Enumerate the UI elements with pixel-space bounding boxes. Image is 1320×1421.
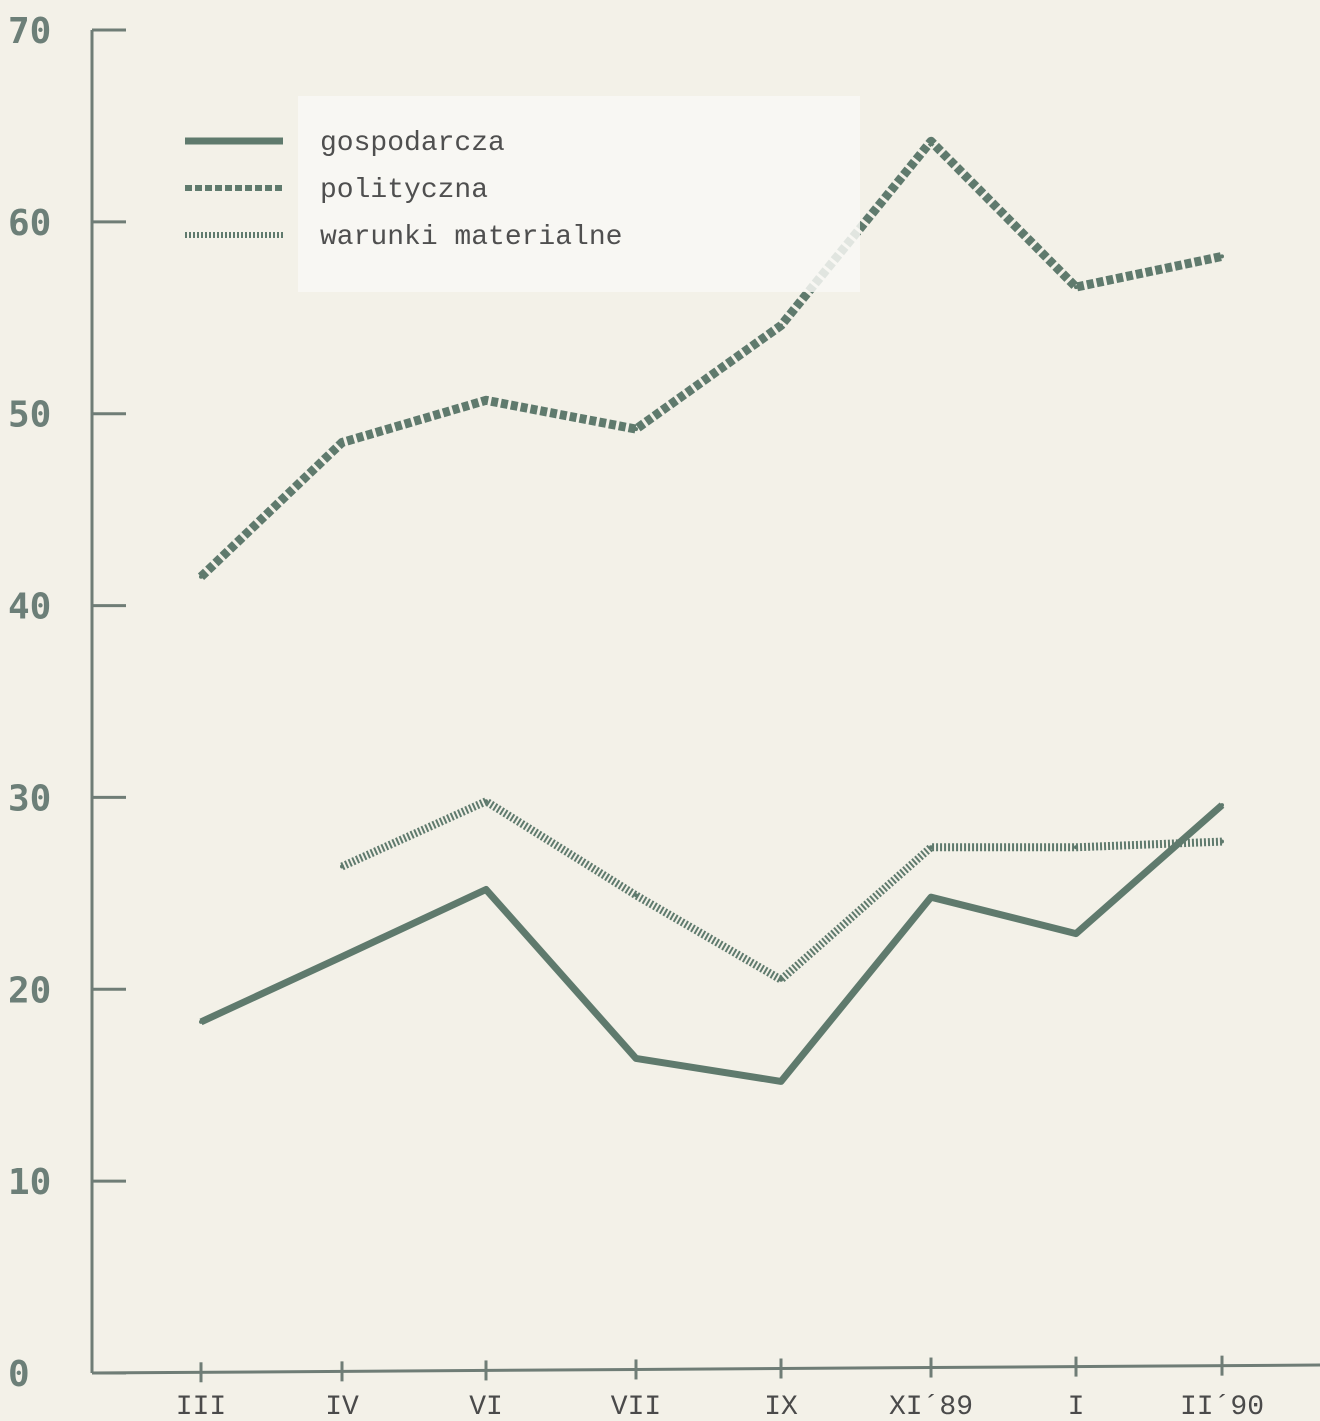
series-line bbox=[340, 797, 1223, 984]
series-line bbox=[197, 136, 1223, 581]
data-point bbox=[1220, 254, 1224, 259]
x-tick-label: VI bbox=[469, 1392, 503, 1421]
x-axis-line bbox=[91, 1363, 1320, 1375]
x-tick-label: I bbox=[1068, 1392, 1085, 1421]
legend: gospodarcza polityczna warunki materialne bbox=[185, 96, 860, 292]
y-tick-label: 0 bbox=[8, 1354, 30, 1395]
data-point bbox=[484, 799, 488, 804]
legend-box bbox=[298, 96, 860, 292]
legend-label: polityczna bbox=[320, 175, 488, 206]
data-point bbox=[929, 895, 933, 900]
data-point bbox=[634, 893, 638, 898]
series-3 bbox=[340, 797, 1224, 984]
series-line bbox=[199, 802, 1225, 1085]
data-point bbox=[199, 1019, 203, 1024]
y-tick-label: 70 bbox=[8, 11, 51, 52]
legend-label: warunki materialne bbox=[320, 222, 622, 253]
axes: 0 10 20 30 40 50 60 70 III IV VI VII IX XI´89 I II´90 bbox=[8, 11, 1320, 1421]
data-point bbox=[779, 323, 783, 328]
series-1 bbox=[199, 802, 1225, 1085]
data-point bbox=[1074, 931, 1078, 936]
data-point bbox=[634, 427, 638, 432]
data-point bbox=[929, 845, 933, 850]
data-point bbox=[1074, 285, 1078, 290]
y-tick-label: 30 bbox=[8, 778, 51, 819]
data-point bbox=[779, 1079, 783, 1084]
x-tick-label: IX bbox=[764, 1392, 798, 1421]
data-point bbox=[634, 1056, 638, 1061]
data-point bbox=[929, 139, 933, 144]
y-tick-label: 40 bbox=[8, 587, 51, 628]
data-point bbox=[1220, 839, 1224, 844]
legend-label: gospodarcza bbox=[320, 128, 505, 159]
x-tick-label: III bbox=[176, 1392, 226, 1421]
x-tick-label: II´90 bbox=[1180, 1392, 1264, 1421]
data-point bbox=[484, 398, 488, 403]
x-tick-label: IV bbox=[325, 1392, 359, 1421]
data-point bbox=[484, 887, 488, 892]
data-point bbox=[1074, 845, 1078, 850]
x-tick-label: VII bbox=[611, 1392, 661, 1421]
data-point bbox=[340, 440, 344, 445]
data-point bbox=[199, 574, 203, 579]
x-tick-label: XI´89 bbox=[889, 1392, 973, 1421]
series-2 bbox=[197, 136, 1224, 581]
data-point bbox=[779, 977, 783, 982]
y-tick-label: 60 bbox=[8, 203, 51, 244]
series-lines bbox=[197, 136, 1225, 1085]
y-tick-label: 10 bbox=[8, 1162, 51, 1203]
y-tick-label: 50 bbox=[8, 395, 51, 436]
data-point bbox=[1220, 803, 1224, 808]
data-point bbox=[340, 954, 344, 959]
y-tick-label: 20 bbox=[8, 970, 51, 1011]
data-point bbox=[340, 864, 344, 869]
